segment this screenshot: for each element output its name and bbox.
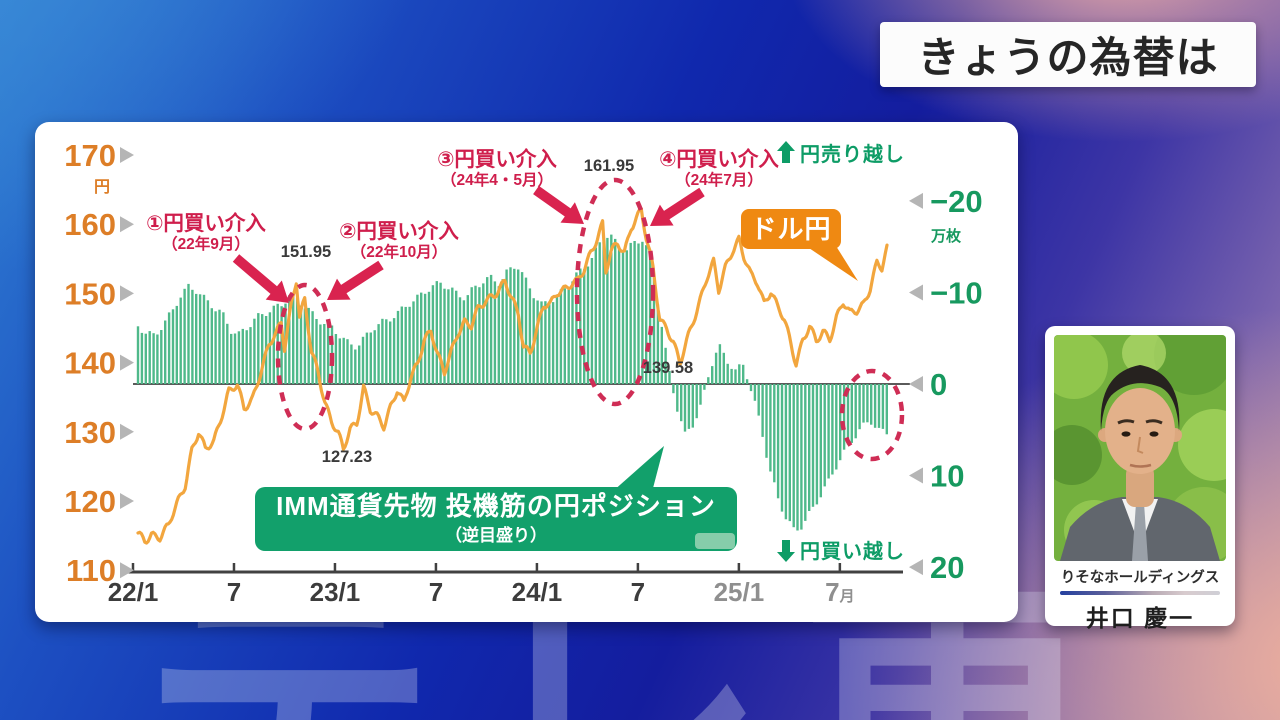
svg-text:160: 160: [64, 207, 116, 242]
svg-text:−10: −10: [930, 275, 983, 310]
svg-text:④円買い介入: ④円買い介入: [659, 147, 779, 171]
analyst-photo: [1054, 335, 1226, 561]
svg-text:139.58: 139.58: [643, 359, 693, 377]
svg-text:10: 10: [930, 459, 964, 494]
svg-text:110: 110: [66, 553, 116, 588]
neck: [1126, 465, 1154, 507]
yen-buy-note: 円買い越し: [777, 539, 905, 563]
hair: [1100, 365, 1180, 431]
up-arrow-icon: [777, 141, 795, 163]
svg-text:120: 120: [64, 484, 116, 519]
intervention-arrow: [533, 185, 584, 224]
svg-text:7月: 7月: [825, 577, 854, 607]
analyst-portrait: [1054, 335, 1226, 561]
analyst-name: 井口 慶一: [1085, 605, 1195, 631]
svg-text:7: 7: [429, 577, 443, 607]
dashed-ellipse: [839, 368, 905, 462]
svg-text:23/1: 23/1: [310, 577, 361, 607]
analyst-card: りそなホールディングス 井口 慶一: [1045, 326, 1235, 631]
dollar-yen-label: ドル円: [741, 209, 858, 281]
chart-card: 22/1 7 23/1 7 24/1 7 25/1 7月 170 160 150 140 130 120 1…: [35, 122, 1018, 622]
svg-text:140: 140: [64, 346, 116, 381]
svg-text:0: 0: [930, 367, 947, 402]
svg-text:IMM通貨先物 投機筋の円ポジション: IMM通貨先物 投機筋の円ポジション: [276, 491, 716, 521]
svg-text:151.95: 151.95: [281, 243, 331, 261]
svg-text:（22年9月）: （22年9月）: [162, 234, 250, 253]
svg-text:127.23: 127.23: [322, 448, 372, 466]
face: [1105, 388, 1175, 474]
svg-text:（24年7月）: （24年7月）: [675, 170, 763, 189]
svg-text:7: 7: [227, 577, 241, 607]
usdjpy-line: [136, 207, 889, 545]
tie: [1132, 503, 1148, 561]
intervention-arrow: [650, 187, 705, 226]
svg-text:円: 円: [94, 178, 110, 196]
svg-text:161.95: 161.95: [584, 157, 634, 175]
svg-text:（逆目盛り）: （逆目盛り）: [445, 525, 547, 545]
imm-bars: [136, 234, 888, 531]
svg-text:−20: −20: [930, 184, 983, 219]
svg-text:円売り越し: 円売り越し: [800, 142, 905, 166]
svg-text:（22年10月）: （22年10月）: [351, 242, 447, 261]
svg-text:①円買い介入: ①円買い介入: [146, 211, 266, 235]
svg-text:25/1: 25/1: [714, 577, 765, 607]
analyst-company: りそなホールディングス: [1060, 570, 1220, 586]
imm-banner: IMM通貨先物 投機筋の円ポジション （逆目盛り）: [255, 446, 737, 551]
svg-text:（24年4・5月）: （24年4・5月）: [441, 170, 553, 189]
headline-banner: きょうの為替は: [880, 22, 1256, 87]
yen-sell-note: 円売り越し: [777, 141, 905, 166]
svg-text:22/1: 22/1: [108, 577, 159, 607]
usdjpy-line: [136, 207, 889, 545]
left-axis: 170 160 150 140 130 120 110 円: [64, 138, 134, 588]
down-arrow-icon: [777, 540, 795, 562]
right-axis: −20 −10 0 10 20 万枚: [909, 184, 983, 585]
svg-text:③円買い介入: ③円買い介入: [437, 147, 557, 171]
headline-text: きょうの為替は: [917, 34, 1219, 81]
name-card-divider: [1060, 591, 1220, 595]
svg-text:②円買い介入: ②円買い介入: [339, 219, 459, 243]
svg-text:20: 20: [930, 550, 964, 585]
svg-text:150: 150: [64, 276, 116, 311]
svg-text:ドル円: ドル円: [750, 214, 831, 244]
svg-text:万枚: 万枚: [930, 227, 962, 245]
dashed-ellipse: [574, 177, 656, 407]
fx-position-chart: 22/1 7 23/1 7 24/1 7 25/1 7月1701601501401301201…: [64, 138, 983, 607]
svg-text:円買い越し: 円買い越し: [800, 539, 905, 563]
price-labels: 151.95 127.23 161.95 139.58: [281, 157, 693, 466]
intervention-arrow: [327, 260, 384, 300]
svg-text:24/1: 24/1: [512, 577, 563, 607]
dashed-ellipse: [275, 282, 335, 432]
svg-text:130: 130: [64, 415, 116, 450]
intervention-arrow: [232, 254, 289, 303]
x-axis: 22/1 7 23/1 7 24/1 7 25/1 7月: [108, 563, 903, 607]
intervention-ellipses: [275, 177, 905, 462]
svg-text:170: 170: [64, 138, 116, 173]
intervention-annotations: ①円買い介入（22年9月） ②円買い介入（22年10月） ③円買い介入（24年4・5…: [146, 147, 779, 303]
svg-text:7: 7: [631, 577, 645, 607]
